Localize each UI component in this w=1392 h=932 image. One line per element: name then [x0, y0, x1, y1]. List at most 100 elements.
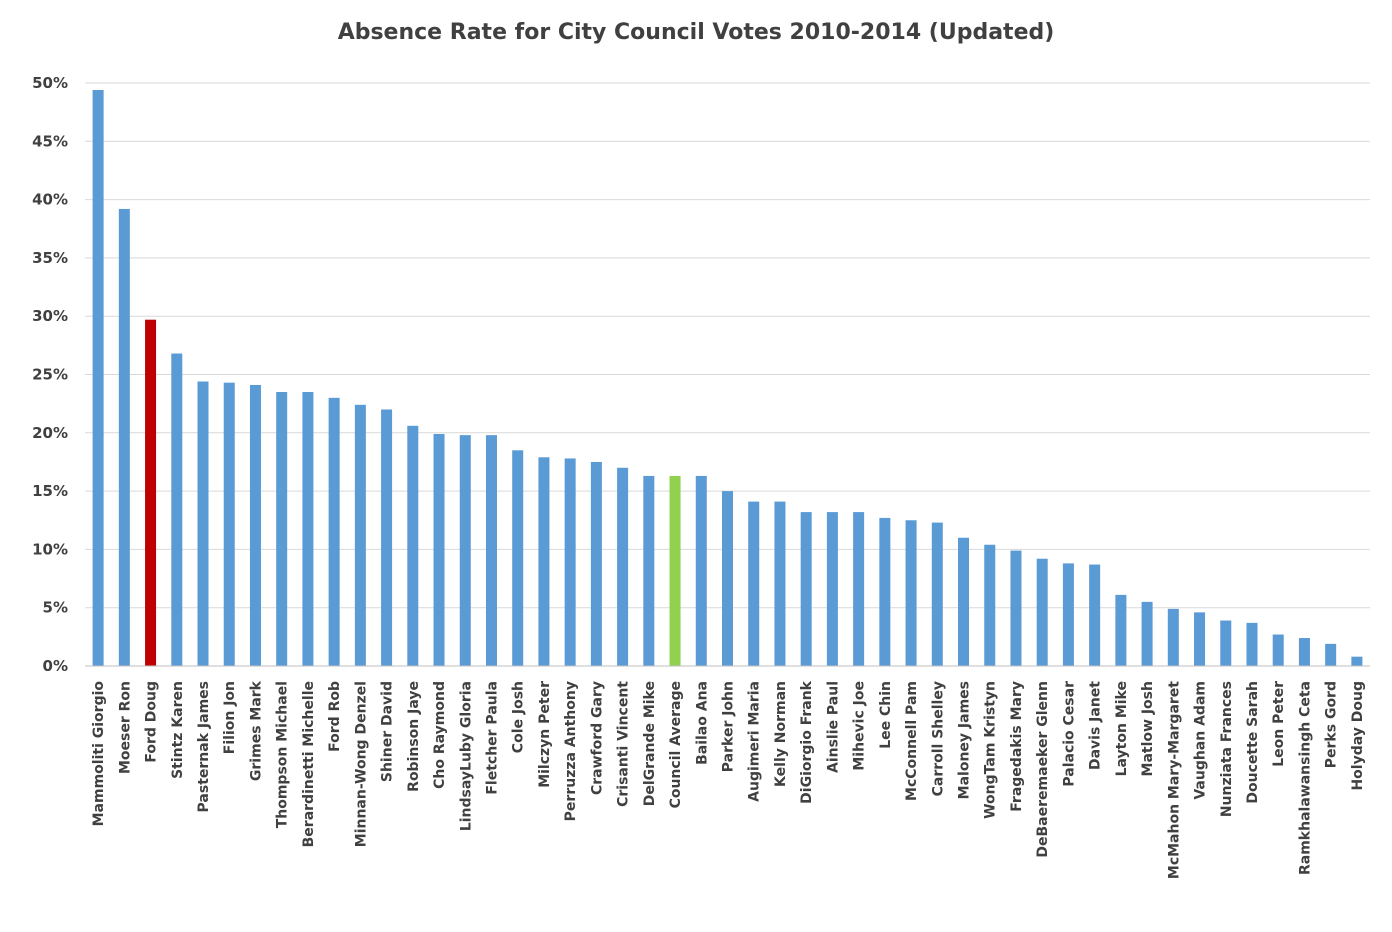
y-tick-label: 25%: [32, 366, 68, 384]
x-category-label: Ainslie Paul: [825, 681, 841, 773]
x-category-label: Maloney James: [957, 681, 973, 799]
x-category-label: Ford Doug: [144, 681, 160, 763]
bar: [459, 435, 471, 666]
bars: [92, 89, 1363, 667]
y-tick-label: 5%: [43, 599, 68, 617]
x-category-label: WongTam Kristyn: [983, 681, 999, 819]
bar: [1089, 564, 1101, 666]
bar: [1220, 620, 1232, 666]
bar: [564, 458, 576, 666]
y-tick-label: 20%: [32, 424, 68, 442]
x-category-label: Davis Janet: [1088, 681, 1104, 770]
bar: [92, 89, 104, 667]
y-tick-label: 15%: [32, 482, 68, 500]
bar: [721, 491, 734, 666]
x-category-label: Mihevic Joe: [852, 681, 868, 771]
x-category-label: Robinson Jaye: [406, 681, 422, 792]
bar: [381, 409, 393, 666]
x-category-label: Nunziata Frances: [1219, 681, 1235, 817]
x-category-label: Bailao Ana: [694, 681, 710, 765]
x-category-label: Berardinetti Michelle: [301, 681, 317, 847]
x-category-label: Fragedakis Mary: [1009, 681, 1025, 812]
bar: [1141, 601, 1153, 666]
bar: [538, 457, 550, 666]
x-category-label: Cole Josh: [511, 681, 527, 753]
x-category-labels: Mammoliti Giorgio Moeser Ron Ford Doug Stin…: [91, 680, 1366, 879]
x-category-label: Grimes Mark: [248, 680, 264, 781]
x-category-label: Minnan-Wong Denzel: [353, 681, 369, 847]
bar: [485, 435, 497, 666]
x-category-label: Crisanti Vincent: [616, 681, 632, 807]
x-category-label: DiGiorgio Frank: [799, 680, 815, 804]
bar: [905, 520, 917, 666]
x-category-label: Leon Peter: [1271, 681, 1287, 767]
bar: [800, 512, 812, 666]
x-category-label: LindsayLuby Gloria: [458, 681, 474, 831]
bar: [669, 475, 681, 666]
x-category-label: Carroll Shelley: [930, 681, 946, 796]
x-category-label: Filion Jon: [222, 681, 238, 754]
x-category-label: Kelly Norman: [773, 681, 789, 787]
y-tick-label: 40%: [32, 191, 68, 209]
bar: [171, 353, 183, 666]
bar: [1351, 656, 1363, 666]
bar: [1167, 608, 1179, 666]
bar: [695, 475, 707, 666]
x-category-label: DelGrande Mike: [642, 681, 658, 806]
bar: [958, 537, 970, 666]
x-category-label: Mammoliti Giorgio: [91, 681, 107, 827]
y-tick-label: 10%: [32, 540, 68, 558]
bar: [223, 382, 235, 666]
bar: [1194, 612, 1206, 666]
x-category-label: McConnell Pam: [904, 681, 920, 801]
x-category-label: Crawford Gary: [589, 681, 605, 795]
bar: [1062, 563, 1074, 666]
x-category-label: Perruzza Anthony: [563, 681, 579, 821]
bar: [931, 522, 943, 666]
bar: [118, 208, 130, 667]
bar: [643, 475, 655, 666]
x-category-label: Council Average: [668, 681, 684, 808]
x-category-label: Parker John: [721, 681, 737, 772]
bar: [249, 384, 261, 666]
x-category-label: Moeser Ron: [117, 681, 133, 774]
bar: [145, 319, 157, 666]
bar: [1010, 550, 1022, 666]
x-category-label: Shiner David: [380, 681, 396, 782]
bar: [354, 404, 366, 666]
y-tick-label: 35%: [32, 249, 68, 267]
bar: [774, 501, 786, 666]
bar: [302, 391, 314, 666]
bar: [407, 425, 419, 666]
y-tick-label: 50%: [32, 74, 68, 92]
x-category-label: Lee Chin: [878, 681, 894, 749]
x-category-label: Vaughan Adam: [1193, 681, 1209, 800]
y-tick-labels: 0% 5% 10% 15% 20% 25% 30% 35% 40% 45% 50%: [32, 74, 68, 675]
bar: [512, 450, 524, 666]
x-category-label: Thompson Michael: [275, 681, 291, 828]
bar: [433, 433, 445, 666]
x-category-label: McMahon Mary-Margaret: [1166, 681, 1182, 879]
x-category-label: Ford Rob: [327, 681, 343, 752]
y-tick-label: 30%: [32, 307, 68, 325]
bar: [1298, 638, 1310, 666]
x-category-label: Milczyn Peter: [537, 681, 553, 788]
bar: [1036, 558, 1048, 666]
x-category-label: Matlow Josh: [1140, 681, 1156, 776]
bar: [276, 391, 288, 666]
x-category-label: Doucette Sarah: [1245, 681, 1261, 804]
x-category-label: Stintz Karen: [170, 681, 186, 779]
y-tick-label: 0%: [43, 657, 68, 675]
x-category-label: Pasternak James: [196, 681, 212, 812]
bar: [328, 397, 340, 666]
bar: [748, 501, 760, 666]
bar: [590, 461, 602, 666]
bar: [984, 544, 996, 666]
bar: [853, 512, 865, 666]
bar: [197, 381, 209, 666]
x-category-label: Cho Raymond: [432, 681, 448, 789]
x-category-label: Fletcher Paula: [484, 681, 500, 795]
bar: [826, 512, 838, 666]
